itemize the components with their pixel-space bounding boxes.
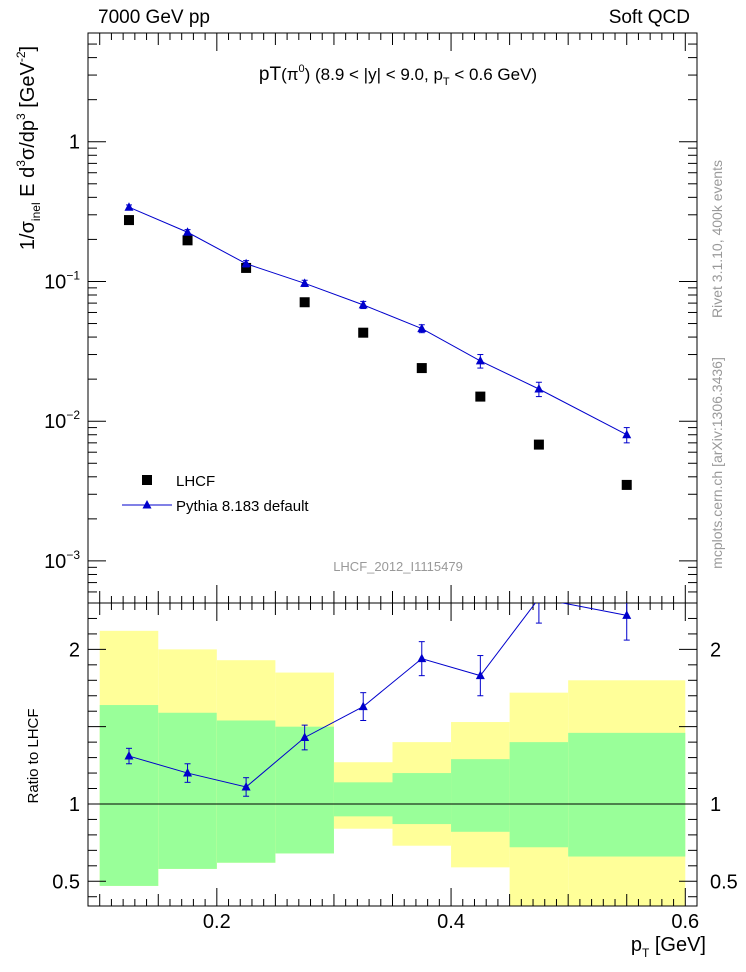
ratio-pythia-point (622, 610, 632, 619)
pythia-point (358, 299, 368, 309)
lhcf-point (358, 327, 369, 338)
ratio-axes: 0.5 0.5 1 1 2 2 0.2 0.4 0.6 (52, 603, 738, 933)
ratio-y-tick-label-right: 2 (710, 639, 721, 661)
ratio-pythia-point (124, 751, 134, 760)
pythia-point (241, 258, 251, 268)
stat-band-inner (392, 773, 452, 825)
main-y-axis-label: 1/σinel E d3σ/dp3 [GeV-2] (14, 46, 43, 250)
pythia-point (475, 355, 485, 365)
legend-data-marker (142, 475, 152, 485)
lhcf-point (621, 479, 632, 490)
main-frame (87, 32, 698, 604)
ratio-y-tick-label-right: 1 (710, 794, 721, 816)
main-plot-area (123, 202, 632, 490)
ratio-pythia-point (358, 701, 368, 711)
x-tick-label: 0.2 (203, 911, 231, 933)
lhcf-point (416, 363, 427, 374)
lhcf-point (123, 215, 134, 226)
main-panel (87, 32, 698, 604)
ratio-plot-area (124, 593, 632, 797)
ratio-pythia-point (300, 732, 310, 741)
y-tick-label: 1 (69, 132, 80, 154)
ratio-pythia-point (417, 653, 427, 663)
legend-mc-label: Pythia 8.183 default (176, 498, 309, 515)
mcplots-site-label: mcplots.cern.ch [arXiv:1306.3436] (709, 357, 725, 569)
x-axis-label: pT [GeV] (631, 934, 706, 960)
stat-band-inner (99, 705, 159, 886)
pythia-point (124, 202, 134, 211)
legend-data-label: LHCF (176, 473, 215, 490)
stat-band-inner (158, 712, 217, 869)
rivet-info-label: Rivet 3.1.10, 400k events (709, 160, 725, 318)
process-label: Soft QCD (609, 7, 690, 28)
ratio-y-tick-label-left: 2 (69, 639, 80, 661)
y-tick-label: 10−3 (44, 548, 80, 573)
ratio-y-tick-label-left: 0.5 (52, 871, 80, 893)
ratio-y-axis-label: Ratio to LHCF (25, 708, 42, 803)
lhcf-point (533, 439, 544, 450)
lhcf-point (299, 297, 310, 308)
x-tick-label: 0.6 (671, 911, 699, 933)
pythia-point (534, 384, 544, 393)
lhcf-point (182, 235, 193, 246)
energy-label: 7000 GeV pp (98, 7, 210, 28)
ratio-y-tick-label-right: 0.5 (710, 871, 738, 893)
pythia-point (300, 278, 310, 287)
main-y-axis: 1 10−1 10−2 10−3 (44, 32, 698, 604)
pythia-line (128, 206, 627, 436)
legend: LHCF Pythia 8.183 default (122, 473, 309, 515)
y-tick-label: 10−1 (44, 268, 80, 293)
stat-band-inner (568, 732, 686, 857)
lhcf-point (475, 391, 486, 402)
legend-mc-marker (142, 500, 152, 509)
pythia-point (622, 429, 632, 439)
x-tick-label: 0.4 (437, 911, 465, 933)
ratio-pythia-point (534, 593, 543, 602)
lhcf-point (241, 262, 252, 273)
stat-band-inner (451, 759, 510, 832)
pythia-point (183, 227, 193, 236)
y-tick-label: 10−2 (44, 408, 80, 433)
ratio-pythia-point (475, 670, 485, 680)
plot-title: pT(π0) (8.9 < |y| < 9.0, pT < 0.6 GeV) (259, 63, 537, 88)
analysis-watermark: LHCF_2012_I1115479 (333, 559, 463, 574)
pythia-point (417, 323, 427, 333)
stat-band-inner (333, 782, 393, 817)
ratio-pythia-point (241, 781, 251, 791)
stat-band-inner (509, 742, 569, 848)
ratio-y-tick-label-left: 1 (69, 794, 80, 816)
ratio-series (124, 593, 632, 797)
ratio-panel (87, 602, 698, 907)
ratio-pythia-point (183, 768, 193, 777)
